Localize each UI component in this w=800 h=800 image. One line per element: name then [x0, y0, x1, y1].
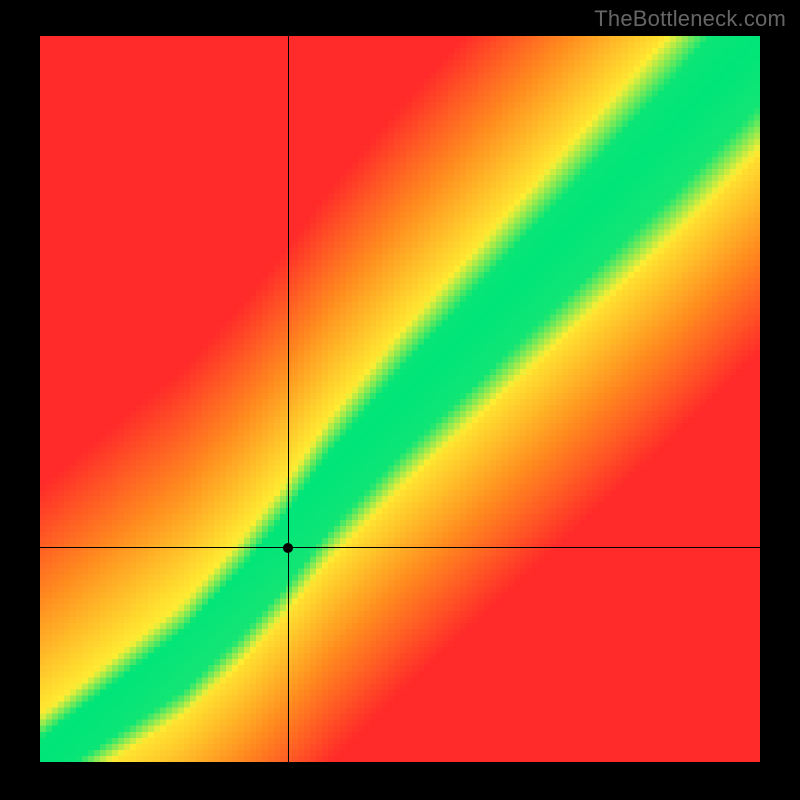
heatmap-canvas [40, 36, 760, 762]
crosshair-vertical [288, 36, 289, 762]
watermark-text: TheBottleneck.com [594, 6, 786, 32]
chart-container: TheBottleneck.com [0, 0, 800, 800]
crosshair-horizontal [40, 547, 760, 548]
